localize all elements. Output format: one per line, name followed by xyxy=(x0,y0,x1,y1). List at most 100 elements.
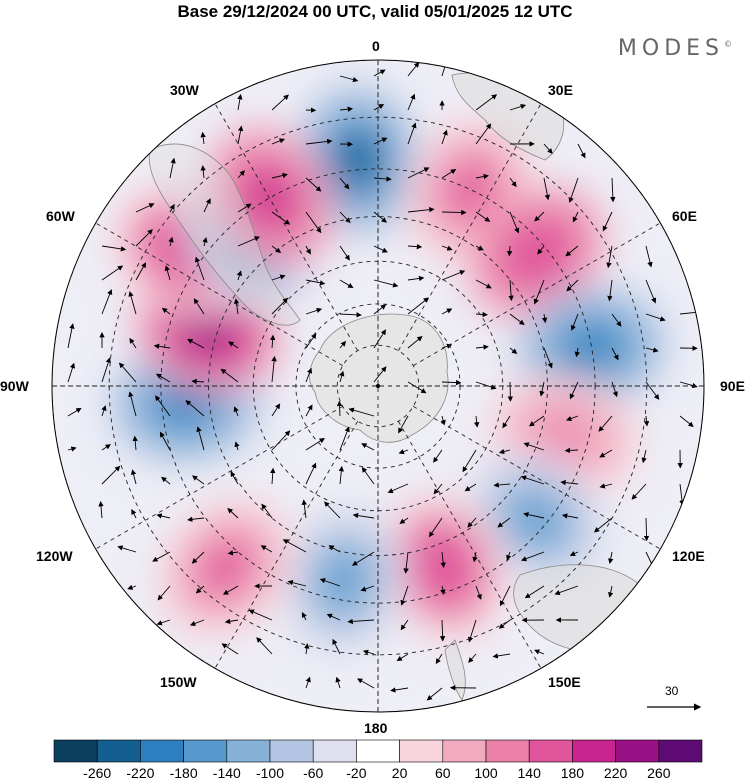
wind-arrow xyxy=(227,507,239,519)
colorbar-tick-label: -140 xyxy=(212,765,241,781)
wind-arrow xyxy=(237,170,245,179)
wind-arrow xyxy=(464,483,477,492)
wind-arrow xyxy=(599,449,613,458)
wind-arrow xyxy=(577,143,586,159)
colorbar-swatch-4 xyxy=(226,739,271,763)
wind-arrow xyxy=(475,279,492,289)
wind-arrow xyxy=(156,513,171,519)
map-title: Base 29/12/2024 00 UTC, valid 05/01/2025… xyxy=(177,2,573,21)
wind-arrow xyxy=(189,619,205,626)
wind-reference-label: 30 xyxy=(665,684,679,698)
wind-arrow xyxy=(156,619,171,626)
wind-arrow xyxy=(533,279,545,305)
wind-arrow xyxy=(426,687,443,701)
wind-arrow xyxy=(305,138,333,145)
wind-arrow xyxy=(570,313,579,331)
wind-arrow xyxy=(101,289,113,315)
wind-arrow xyxy=(643,517,650,542)
colorbar-swatch-14 xyxy=(658,739,703,763)
wind-arrow xyxy=(227,550,239,556)
wind-arrow xyxy=(523,511,545,519)
anomaly-blob-10-level-3 xyxy=(185,312,231,350)
wind-arrow xyxy=(360,585,375,592)
wind-arrow xyxy=(568,177,579,203)
wind-arrow xyxy=(326,613,341,621)
wind-arrow xyxy=(339,75,359,83)
wind-arrow xyxy=(407,297,429,315)
wind-arrow xyxy=(335,676,341,689)
wind-arrow xyxy=(128,391,137,417)
wind-arrow xyxy=(260,545,273,553)
wind-arrow xyxy=(130,469,137,485)
south-pole-marker xyxy=(376,384,380,388)
wind-arrow xyxy=(305,367,313,383)
wind-arrow xyxy=(572,211,579,223)
wind-arrow xyxy=(498,619,511,629)
wind-arrow xyxy=(564,447,579,454)
anomaly-blob-8-level-3 xyxy=(205,546,246,589)
colorbar-tick-label: 60 xyxy=(435,765,451,781)
wind-arrow xyxy=(348,407,375,417)
colorbar-swatch-2 xyxy=(140,739,184,763)
wind-arrow xyxy=(155,373,171,383)
wind-arrow xyxy=(399,517,409,524)
wind-arrow xyxy=(520,475,545,485)
wind-arrow xyxy=(193,298,205,315)
wind-arrow xyxy=(441,129,448,145)
wind-arrow xyxy=(362,649,375,655)
colorbar-tick-label: -20 xyxy=(346,765,367,781)
wind-arrow xyxy=(153,343,171,349)
wind-arrow xyxy=(566,279,579,292)
wind-arrow xyxy=(271,274,286,281)
wind-arrow xyxy=(521,551,545,562)
graticule xyxy=(52,60,704,712)
wind-arrow xyxy=(467,619,477,643)
wind-arrow xyxy=(475,585,482,600)
wind-vectors xyxy=(67,60,703,701)
wind-arrow xyxy=(332,638,341,655)
wind-arrow xyxy=(127,584,137,590)
wind-arrow xyxy=(407,122,417,145)
wind-arrow xyxy=(270,467,276,485)
wind-arrow xyxy=(101,465,121,485)
wind-arrow xyxy=(435,653,443,665)
lon-label-120w: 120W xyxy=(36,548,73,564)
wind-arrow xyxy=(221,643,239,655)
wind-arrow xyxy=(305,462,317,485)
wind-arrow xyxy=(475,311,488,318)
wind-arrow xyxy=(339,370,345,383)
colorbar-tick-label: -180 xyxy=(169,765,198,781)
wind-arrow xyxy=(305,438,325,451)
wind-arrow xyxy=(679,483,685,506)
wind-arrow xyxy=(305,177,322,192)
wind-arrow xyxy=(475,344,489,350)
wind-arrow xyxy=(407,61,420,77)
colorbar-tick-label: 100 xyxy=(474,765,498,781)
anomaly-blob-4-level-3 xyxy=(542,417,587,455)
wind-arrow xyxy=(493,482,511,488)
wind-arrow xyxy=(396,653,409,662)
wind-arrow xyxy=(565,245,579,257)
wind-arrow xyxy=(200,165,206,179)
wind-arrow xyxy=(224,618,239,625)
wind-arrow xyxy=(339,177,350,190)
wind-arrow xyxy=(534,211,545,222)
wind-arrow xyxy=(271,355,277,383)
wind-arrow xyxy=(339,340,347,349)
wind-arrow xyxy=(118,362,137,383)
wind-arrow xyxy=(439,619,446,642)
wind-arrow xyxy=(271,245,282,254)
wind-arrow xyxy=(135,229,153,247)
wind-arrow xyxy=(534,649,545,655)
wind-arrow xyxy=(271,94,289,111)
colorbar-tick-label: 260 xyxy=(647,765,671,781)
colorbar-tick-label: 220 xyxy=(603,765,628,781)
wind-arrow xyxy=(200,131,206,145)
wind-arrow xyxy=(407,167,430,179)
colorbar-tick-label: -260 xyxy=(83,765,112,781)
wind-arrow xyxy=(468,653,477,663)
colorbar-swatch-0 xyxy=(53,739,98,763)
colorbar-swatch-13 xyxy=(615,739,660,763)
wind-arrow xyxy=(67,407,82,417)
wind-arrow xyxy=(569,551,579,556)
